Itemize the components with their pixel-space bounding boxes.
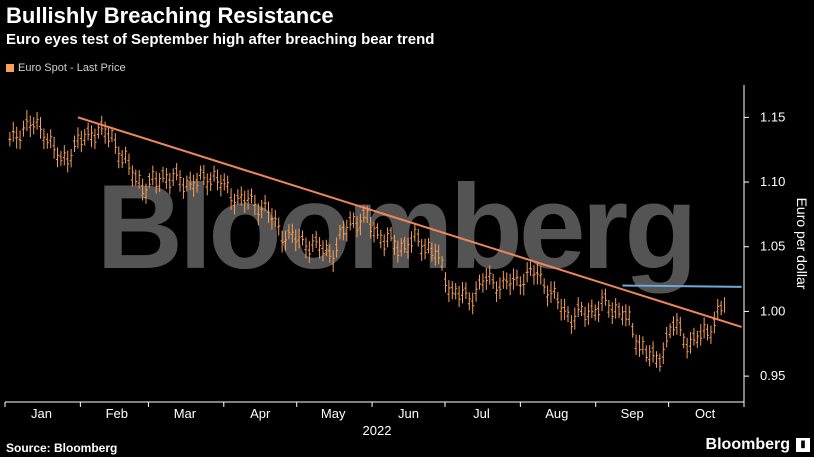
x-year-label: 2022 [363, 423, 392, 438]
x-tick-label: Oct [695, 406, 716, 421]
y-tick-label: 1.05 [760, 239, 785, 254]
trend-line [77, 116, 742, 328]
x-tick-label: Jun [398, 406, 419, 421]
y-tick-label: 0.95 [760, 368, 785, 383]
x-tick-label: Aug [545, 406, 568, 421]
bloomberg-chart-icon: ▮ [796, 438, 810, 452]
brand-logo-text: Bloomberg [705, 436, 790, 453]
x-tick-label: Mar [174, 406, 197, 421]
chart-subtitle: Euro eyes test of September high after b… [6, 31, 435, 48]
watermark-text: Bloomberg [96, 160, 693, 294]
chart-legend: Euro Spot - Last Price [6, 62, 126, 74]
legend-label: Euro Spot - Last Price [18, 62, 126, 74]
x-tick-label: Jan [31, 406, 52, 421]
x-tick-label: May [321, 406, 346, 421]
y-tick-label: 1.00 [760, 303, 785, 318]
x-tick-label: Apr [250, 406, 271, 421]
y-tick-label: 1.10 [760, 174, 785, 189]
x-tick-label: Jul [473, 406, 490, 421]
y-axis-label: Euro per dollar [794, 198, 810, 290]
chart-title: Bullishly Breaching Resistance [6, 3, 334, 28]
resistance-line [622, 284, 742, 288]
x-tick-label: Sep [621, 406, 644, 421]
y-tick-label: 1.15 [760, 109, 785, 124]
source-note: Source: Bloomberg [6, 441, 118, 455]
legend-swatch [6, 64, 14, 72]
x-tick-label: Feb [106, 406, 128, 421]
